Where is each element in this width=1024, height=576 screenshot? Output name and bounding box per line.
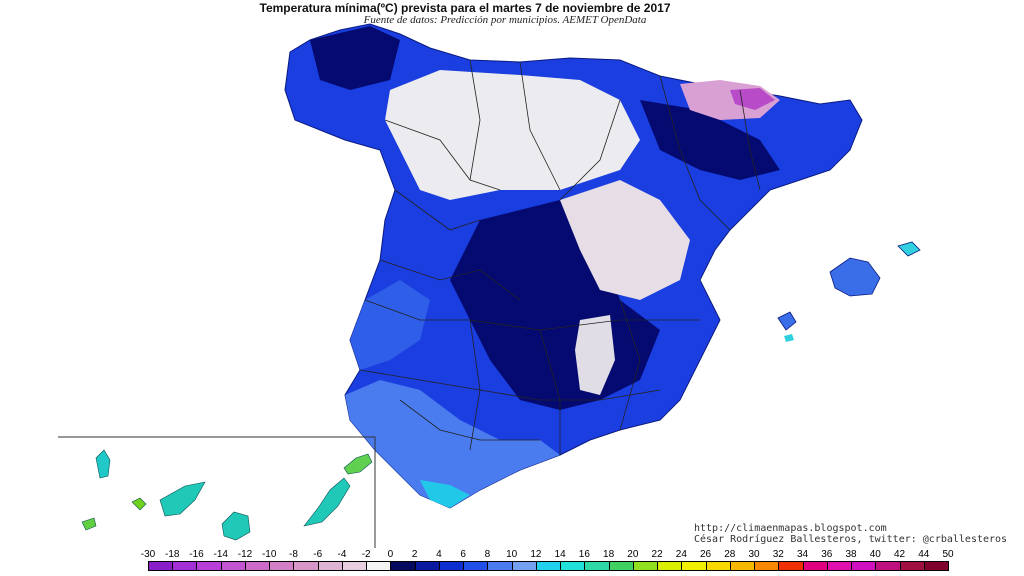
- scale-swatch: [584, 561, 610, 571]
- scale-swatch: [438, 561, 465, 571]
- credits-author: César Rodríguez Ballesteros, twitter: @c…: [694, 534, 1008, 545]
- tenerife: [159, 481, 206, 517]
- scale-swatch: [923, 561, 949, 571]
- scale-tick-label: 8: [484, 549, 491, 560]
- scale-swatch: [826, 561, 853, 571]
- scale-swatch: [560, 561, 586, 571]
- scale-tick-label: 42: [893, 549, 906, 560]
- scale-swatch: [705, 561, 731, 571]
- scale-swatch: [657, 561, 683, 571]
- scale-tick-label: -16: [189, 549, 204, 560]
- scale-swatch: [899, 561, 925, 571]
- scale-tick-label: 6: [460, 549, 466, 560]
- scale-swatch: [341, 561, 368, 571]
- scale-tick-label: 24: [675, 549, 687, 560]
- scale-swatch: [632, 561, 659, 571]
- scale-tick-label: 30: [748, 549, 760, 560]
- scale-swatch: [535, 561, 562, 571]
- scale-swatch: [293, 561, 319, 571]
- north-plateau-light: [385, 70, 640, 200]
- credits-url: http://climaenmapas.blogspot.com: [694, 523, 887, 534]
- scale-tick-label: 12: [530, 549, 542, 560]
- scale-tick-label: -10: [261, 549, 277, 560]
- scale-tick-label: 0: [387, 549, 394, 560]
- scale-swatch: [390, 561, 416, 571]
- formentera: [784, 334, 794, 342]
- scale-swatch: [778, 561, 804, 571]
- scale-swatch: [487, 561, 513, 571]
- light-blue-coast-west: [350, 280, 430, 370]
- scale-tick-label: -14: [213, 549, 228, 560]
- map-title: Temperatura mínima(ºC) prevista para el …: [259, 1, 671, 15]
- scale-swatch: [317, 561, 343, 571]
- scale-tick-label: 4: [436, 549, 442, 560]
- map-subtitle: Fuente de datos: Predicción por municipi…: [363, 14, 647, 26]
- scale-swatch: [196, 561, 222, 571]
- scale-tick-label: 44: [918, 549, 930, 560]
- scale-swatch: [754, 561, 780, 571]
- menorca: [897, 241, 921, 257]
- scale-tick-label: 50: [942, 549, 954, 560]
- scale-tick-label: 32: [772, 549, 784, 560]
- gran-canaria: [221, 511, 251, 541]
- fuerteventura: [303, 477, 351, 527]
- scale-swatch: [511, 561, 537, 571]
- scale-tick-label: -6: [313, 549, 323, 560]
- scale-tick-label: 22: [651, 549, 663, 560]
- pyrenees-magenta: [730, 88, 775, 110]
- scale-tick-label: 10: [506, 549, 518, 560]
- scale-swatch: [875, 561, 901, 571]
- la-gomera: [131, 497, 147, 511]
- scale-swatch: [608, 561, 634, 571]
- scale-tick-label: 28: [724, 549, 736, 560]
- dark-blue-zone-3: [310, 26, 400, 90]
- lanzarote: [343, 453, 373, 475]
- cyan-coast: [420, 480, 470, 508]
- ibiza: [777, 311, 797, 331]
- scale-swatch: [269, 561, 295, 571]
- scale-swatch: [463, 561, 489, 571]
- scale-swatch: [148, 561, 174, 571]
- scale-tick-label: 38: [845, 549, 857, 560]
- scale-swatch: [729, 561, 756, 571]
- scale-swatch: [851, 561, 877, 571]
- scale-tick-label: -12: [237, 549, 253, 560]
- sierra-south-light: [575, 315, 615, 395]
- scale-swatch: [244, 561, 271, 571]
- scale-swatch: [802, 561, 828, 571]
- temperature-color-scale: -30 -18 -16 -14 -12 -10 -8 -6 -4 -2 0 2 4 6 8 10 12 14 16 1…: [141, 549, 954, 576]
- scale-swatch: [172, 561, 198, 571]
- iberian-range-light: [560, 180, 690, 300]
- province-borders: [359, 59, 761, 455]
- scale-tick-label: 2: [411, 549, 418, 560]
- el-hierro: [81, 517, 97, 531]
- scale-tick-label: 20: [627, 549, 639, 560]
- scale-tick-label: 40: [869, 549, 881, 560]
- scale-swatch: [220, 561, 246, 571]
- canary-inset-frame: [58, 436, 376, 548]
- dark-blue-zone-2: [640, 100, 780, 180]
- mallorca: [829, 257, 881, 297]
- scale-tick-label: 14: [554, 549, 566, 560]
- scale-swatch: [414, 561, 440, 571]
- scale-tick-label: -4: [337, 549, 347, 560]
- scale-swatch: [681, 561, 707, 571]
- scale-tick-label: 36: [821, 549, 833, 560]
- scale-tick-label: -2: [361, 549, 371, 560]
- scale-tick-label: 26: [700, 549, 712, 560]
- la-palma: [95, 449, 111, 479]
- scale-tick-label: -8: [289, 549, 298, 560]
- scale-tick-label: -18: [165, 549, 180, 560]
- light-blue-coast-south: [345, 380, 560, 508]
- scale-swatch: [366, 561, 392, 571]
- scale-tick-label: 18: [603, 549, 615, 560]
- scale-tick-label: 16: [578, 549, 590, 560]
- scale-tick-label: 34: [796, 549, 809, 560]
- scale-tick-label: -30: [140, 549, 156, 560]
